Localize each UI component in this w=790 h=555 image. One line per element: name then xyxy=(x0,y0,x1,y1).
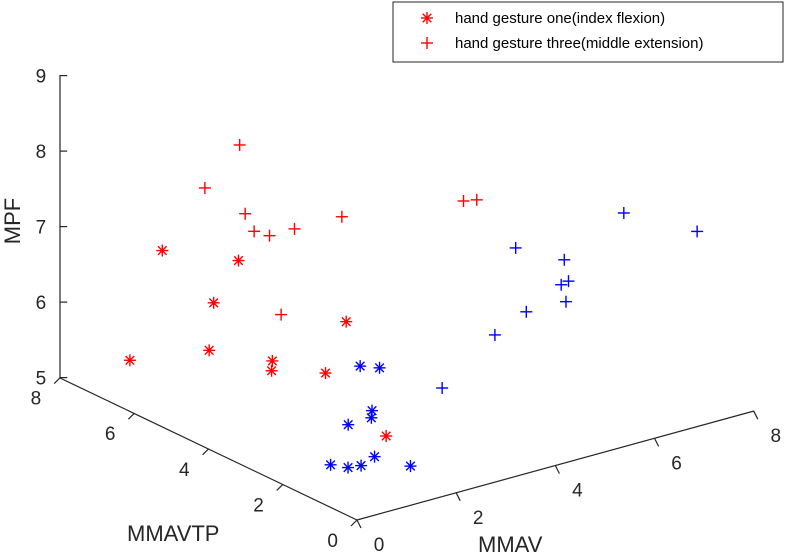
data-point xyxy=(239,207,252,220)
y-tick-mark xyxy=(127,412,135,420)
data-point xyxy=(355,459,368,472)
data-point xyxy=(248,225,261,238)
data-point xyxy=(340,315,353,328)
data-point xyxy=(233,138,246,151)
data-point xyxy=(203,344,216,357)
legend[interactable]: hand gesture one(index flexion) hand gest… xyxy=(392,1,784,63)
x-axis-line xyxy=(356,410,755,521)
x-tick-label: 4 xyxy=(572,481,583,502)
y-tick-mark xyxy=(276,483,284,491)
z-tick-label: 9 xyxy=(36,67,47,88)
legend-entry-label: hand gesture three(middle extension) xyxy=(455,35,703,52)
data-point xyxy=(288,222,301,235)
x-tick-mark xyxy=(356,519,362,529)
data-point xyxy=(156,244,169,257)
y-tick-mark xyxy=(202,448,210,456)
data-point xyxy=(207,296,220,309)
x-tick-label: 0 xyxy=(374,535,385,555)
data-point xyxy=(275,308,288,321)
legend-marker-plus xyxy=(421,37,433,49)
data-point xyxy=(265,364,278,377)
z-tick-label: 5 xyxy=(36,369,47,390)
x-tick-mark xyxy=(753,410,759,420)
data-point xyxy=(123,354,136,367)
y-tick-label: 8 xyxy=(31,389,42,410)
data-point xyxy=(368,450,381,463)
x-tick-mark xyxy=(554,465,560,474)
y-tick-label: 2 xyxy=(253,495,264,516)
data-point xyxy=(558,253,571,266)
y-tick-label: 0 xyxy=(327,531,338,552)
data-point xyxy=(335,210,348,223)
data-point xyxy=(232,254,245,267)
data-point xyxy=(457,194,470,207)
legend-entry-label: hand gesture one(index flexion) xyxy=(455,10,665,27)
data-point xyxy=(617,206,630,219)
y-tick-mark xyxy=(350,519,358,527)
data-point xyxy=(488,328,501,341)
x-axis-label: MMAV xyxy=(478,532,543,555)
data-point xyxy=(562,275,575,288)
z-tick-label: 7 xyxy=(36,218,47,239)
data-point xyxy=(509,241,522,254)
z-tick-label: 8 xyxy=(36,142,47,163)
data-point xyxy=(373,361,386,374)
data-point xyxy=(198,181,211,194)
data-point xyxy=(319,367,332,380)
data-point xyxy=(354,360,367,373)
y-tick-mark xyxy=(53,377,61,385)
legend-box xyxy=(392,1,784,63)
z-tick-label: 6 xyxy=(36,293,47,314)
x-tick-mark xyxy=(455,492,461,502)
x-tick-mark xyxy=(654,438,660,447)
data-point xyxy=(380,429,393,442)
data-point xyxy=(263,229,276,242)
y-tick-label: 6 xyxy=(105,424,116,445)
data-point xyxy=(266,354,279,367)
data-point xyxy=(520,305,533,318)
data-point xyxy=(691,225,704,238)
legend-marker-asterisk xyxy=(421,12,433,24)
x-tick-label: 2 xyxy=(473,508,484,529)
x-tick-label: 6 xyxy=(671,453,682,474)
axes-group xyxy=(59,75,755,521)
data-point xyxy=(342,418,355,431)
data-point xyxy=(324,458,337,471)
data-point xyxy=(555,278,568,291)
y-tick-label: 4 xyxy=(179,460,190,481)
y-axis-label: MMAVTP xyxy=(127,521,219,546)
data-point xyxy=(342,461,355,474)
z-axis-label: MPF xyxy=(0,198,25,244)
data-point xyxy=(366,404,379,417)
data-point xyxy=(470,193,483,206)
x-tick-label: 8 xyxy=(771,426,782,447)
data-point xyxy=(436,382,449,395)
data-points xyxy=(123,138,704,474)
data-point xyxy=(559,295,572,308)
data-point xyxy=(404,460,417,473)
